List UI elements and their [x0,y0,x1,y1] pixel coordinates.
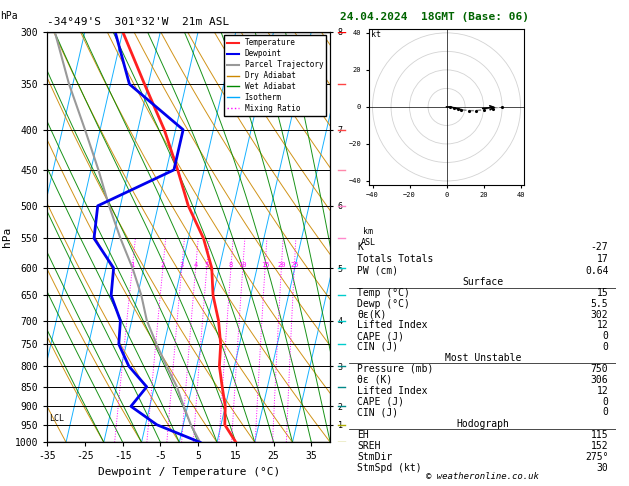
Text: 12: 12 [597,385,608,396]
Text: 1: 1 [130,262,135,268]
Text: 152: 152 [591,441,608,451]
Text: 25: 25 [290,262,299,268]
Text: StmDir: StmDir [357,452,392,462]
Text: CIN (J): CIN (J) [357,407,398,417]
Text: StmSpd (kt): StmSpd (kt) [357,463,421,473]
Text: 12: 12 [597,320,608,330]
Text: 15: 15 [597,288,608,298]
Text: θε(K): θε(K) [357,310,386,320]
Text: CIN (J): CIN (J) [357,342,398,352]
Y-axis label: km
ASL: km ASL [360,227,376,246]
Text: EH: EH [357,430,369,440]
Text: 115: 115 [591,430,608,440]
Text: 17: 17 [597,254,608,264]
Text: Lifted Index: Lifted Index [357,385,428,396]
Text: -34°49'S  301°32'W  21m ASL: -34°49'S 301°32'W 21m ASL [47,17,230,27]
Text: Lifted Index: Lifted Index [357,320,428,330]
Text: PW (cm): PW (cm) [357,266,398,276]
Text: 24.04.2024  18GMT (Base: 06): 24.04.2024 18GMT (Base: 06) [340,12,528,22]
Text: Surface: Surface [462,278,503,287]
Legend: Temperature, Dewpoint, Parcel Trajectory, Dry Adiabat, Wet Adiabat, Isotherm, Mi: Temperature, Dewpoint, Parcel Trajectory… [224,35,326,116]
Text: 15: 15 [261,262,269,268]
Text: 4: 4 [194,262,198,268]
X-axis label: Dewpoint / Temperature (°C): Dewpoint / Temperature (°C) [97,467,280,477]
Text: 3: 3 [180,262,184,268]
Text: 20: 20 [277,262,286,268]
Text: 0: 0 [603,407,608,417]
Text: CAPE (J): CAPE (J) [357,331,404,341]
Text: 2: 2 [161,262,165,268]
Text: LCL: LCL [49,414,64,423]
Text: -27: -27 [591,242,608,252]
Y-axis label: hPa: hPa [2,227,12,247]
Text: θε (K): θε (K) [357,375,392,385]
Text: Hodograph: Hodograph [456,418,509,429]
Text: 750: 750 [591,364,608,374]
Text: 0: 0 [603,331,608,341]
Text: 8: 8 [229,262,233,268]
Text: 306: 306 [591,375,608,385]
Text: CAPE (J): CAPE (J) [357,397,404,407]
Text: 10: 10 [238,262,247,268]
Text: 302: 302 [591,310,608,320]
Text: 30: 30 [597,463,608,473]
Text: 0: 0 [603,397,608,407]
Text: 5: 5 [204,262,209,268]
Text: © weatheronline.co.uk: © weatheronline.co.uk [426,472,539,481]
Text: Pressure (mb): Pressure (mb) [357,364,433,374]
Text: SREH: SREH [357,441,381,451]
Text: 275°: 275° [585,452,608,462]
Text: K: K [357,242,363,252]
Text: 0: 0 [603,342,608,352]
Text: 5.5: 5.5 [591,299,608,309]
Text: 0.64: 0.64 [585,266,608,276]
Text: Dewp (°C): Dewp (°C) [357,299,410,309]
Text: Totals Totals: Totals Totals [357,254,433,264]
Text: kt: kt [370,30,381,38]
Text: Temp (°C): Temp (°C) [357,288,410,298]
Text: Most Unstable: Most Unstable [445,353,521,363]
Text: hPa: hPa [0,11,18,21]
